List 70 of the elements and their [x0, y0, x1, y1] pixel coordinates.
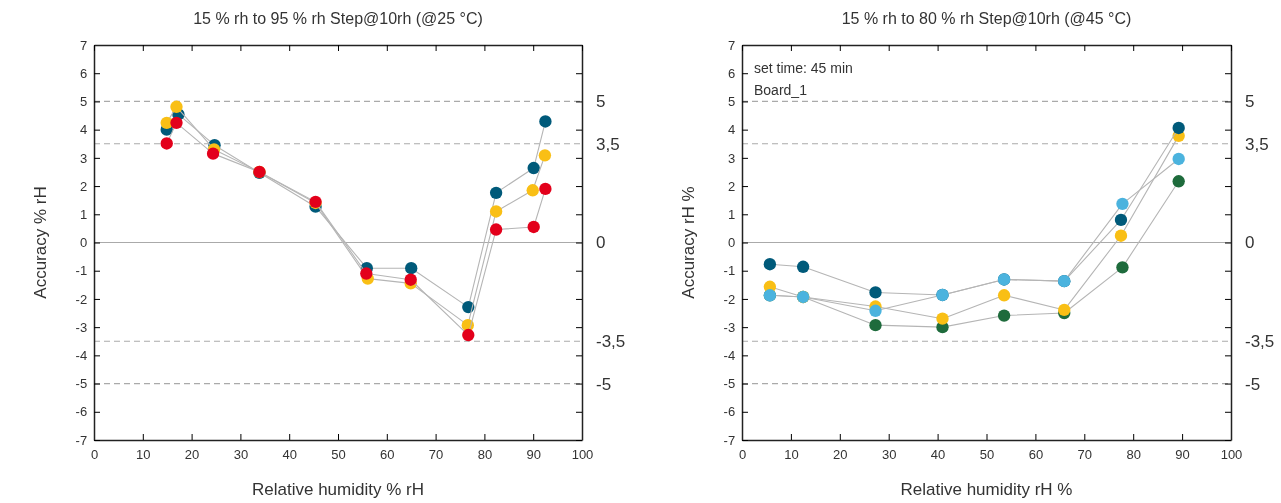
y-tick-label: 7	[79, 37, 88, 53]
y-tick-label: -2	[723, 291, 736, 307]
x-tick-label: 70	[1077, 446, 1093, 462]
ref-line-label: -5	[1245, 374, 1261, 394]
annotation: set time: 45 min	[754, 60, 853, 76]
x-tick-label: 10	[784, 446, 799, 462]
y-tick-label: 1	[79, 206, 88, 222]
x-tick-label: 10	[136, 446, 151, 462]
y-tick-label: -6	[75, 404, 88, 420]
y-tick-label: 5	[727, 94, 736, 110]
x-tick-label: 60	[380, 446, 395, 462]
annotation: Board_1	[754, 82, 808, 98]
chart-title: 15 % rh to 95 % rh Step@10rh (@25 °C)	[193, 10, 483, 27]
y-tick-label: 5	[79, 94, 88, 110]
y-tick-label: -6	[723, 404, 736, 420]
y-tick-label: 0	[79, 235, 88, 251]
chart-title: 15 % rh to 80 % rh Step@10rh (@45 °C)	[841, 10, 1132, 27]
y-tick-label: -1	[75, 263, 88, 279]
x-tick-label: 20	[184, 446, 200, 462]
ref-line-label: 3,5	[596, 134, 620, 154]
x-tick-label: 30	[881, 446, 897, 462]
x-tick-label: 20	[833, 446, 848, 462]
x-tick-label: 0	[90, 446, 99, 462]
x-tick-label: 0	[738, 446, 747, 462]
y-tick-label: -4	[723, 348, 736, 364]
x-tick-label: 70	[428, 446, 444, 462]
y-tick-label: 4	[727, 122, 736, 138]
x-tick-label: 40	[930, 446, 946, 462]
y-tick-label: 7	[727, 37, 736, 53]
ref-line-label: -3,5	[1245, 332, 1275, 352]
x-axis-title: Relative humidity % rH	[252, 480, 424, 499]
y-axis-title: Accuracy rH %	[679, 186, 698, 299]
ref-line-label: 5	[596, 92, 606, 112]
ref-line-label: 0	[596, 233, 606, 253]
y-tick-label: 3	[727, 150, 736, 166]
y-tick-label: -5	[723, 376, 736, 392]
ref-line-label: 0	[1245, 233, 1255, 253]
y-tick-label: -3	[723, 319, 736, 335]
x-tick-label: 40	[282, 446, 297, 462]
x-tick-label: 50	[331, 446, 346, 462]
y-tick-label: -7	[723, 432, 736, 448]
y-tick-label: 2	[727, 178, 736, 194]
y-tick-label: -1	[723, 263, 736, 279]
y-tick-label: 3	[79, 150, 88, 166]
ref-line-label: -3,5	[596, 332, 626, 352]
y-tick-label: -2	[75, 291, 88, 307]
y-tick-label: 4	[79, 122, 88, 138]
ref-line-label: -5	[596, 374, 612, 394]
x-axis-title: Relative humidity rH %	[900, 480, 1073, 499]
x-tick-label: 50	[979, 446, 995, 462]
y-tick-label: -3	[75, 319, 88, 335]
x-tick-label: 80	[1126, 446, 1141, 462]
y-axis-title: Accuracy % rH	[31, 186, 50, 299]
x-tick-label: 100	[1220, 446, 1243, 462]
x-tick-label: 80	[477, 446, 493, 462]
y-tick-label: -5	[75, 376, 88, 392]
y-tick-label: 6	[79, 65, 88, 81]
x-tick-label: 30	[233, 446, 249, 462]
x-tick-label: 90	[1175, 446, 1190, 462]
y-tick-label: 6	[727, 65, 736, 81]
ref-line-label: 5	[1245, 92, 1255, 112]
y-tick-label: 0	[727, 235, 736, 251]
x-tick-label: 60	[1028, 446, 1044, 462]
x-tick-label: 100	[571, 446, 594, 462]
y-tick-label: 1	[727, 206, 736, 222]
y-tick-label: -4	[75, 348, 88, 364]
y-tick-label: -7	[75, 432, 88, 448]
y-tick-label: 2	[79, 178, 88, 194]
ref-line-label: 3,5	[1245, 134, 1269, 154]
x-tick-label: 90	[526, 446, 541, 462]
